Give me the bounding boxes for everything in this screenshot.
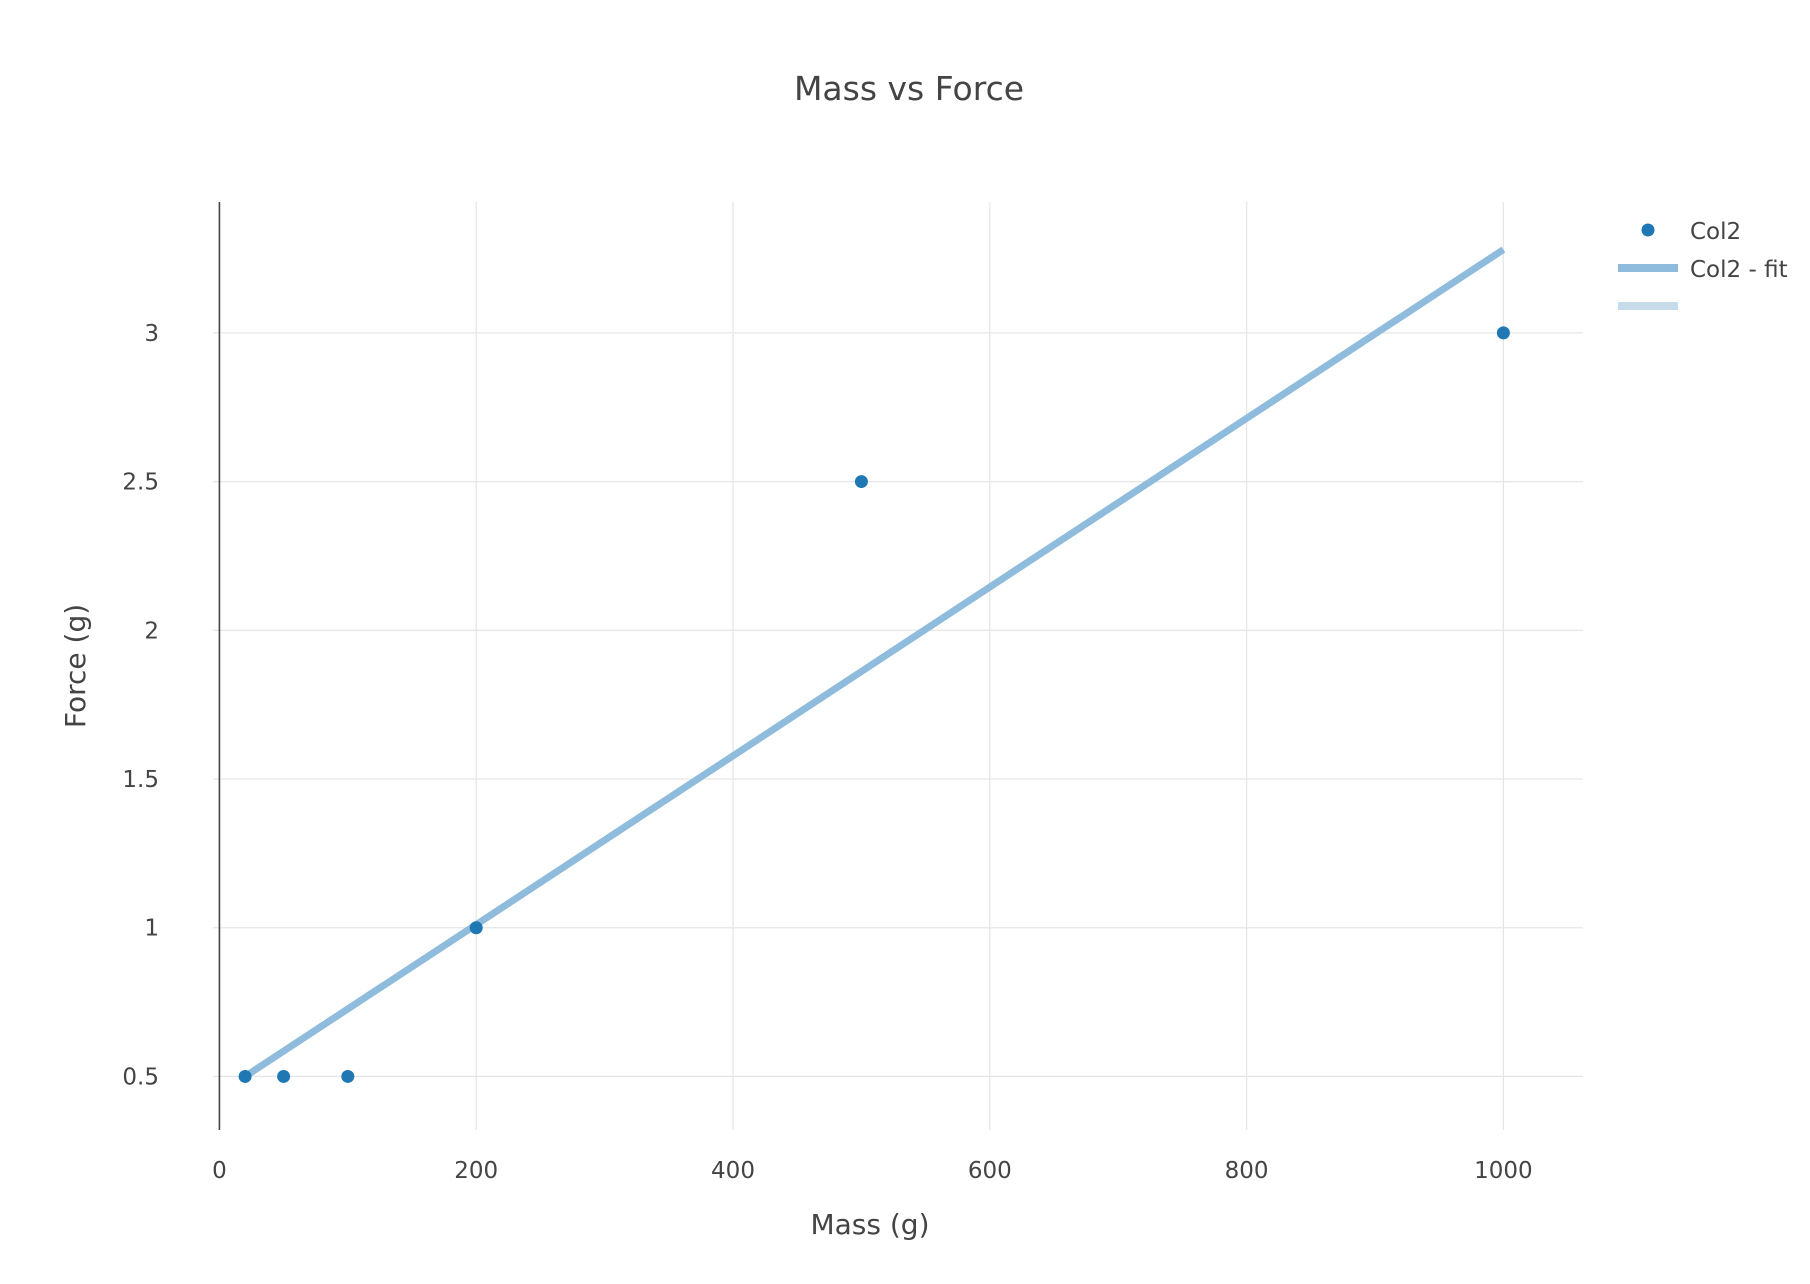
legend-label: Col2 <box>1690 219 1741 245</box>
y-tick-label: 2.5 <box>122 470 159 496</box>
chart-title: Mass vs Force <box>794 69 1024 108</box>
x-tick-label: 600 <box>968 1158 1012 1184</box>
legend-marker-icon <box>1641 223 1655 237</box>
data-point[interactable] <box>854 475 868 489</box>
legend-label: Col2 - fit <box>1690 257 1788 283</box>
y-tick-label: 1 <box>144 916 159 942</box>
y-tick-label: 3 <box>144 321 159 347</box>
data-point[interactable] <box>277 1069 291 1083</box>
y-axis-title: Force (g) <box>59 604 92 728</box>
data-point[interactable] <box>238 1069 252 1083</box>
grid <box>213 202 1583 1130</box>
x-tick-label: 0 <box>212 1158 227 1184</box>
data-series[interactable] <box>238 326 1510 1083</box>
data-point[interactable] <box>341 1069 355 1083</box>
legend-item-col2-fit[interactable]: Col2 - fit <box>1618 257 1788 283</box>
fit-series[interactable] <box>243 246 1506 1080</box>
data-point[interactable] <box>469 921 483 935</box>
x-axis-title: Mass (g) <box>810 1208 929 1241</box>
x-tick-label: 1000 <box>1474 1158 1533 1184</box>
data-point[interactable] <box>1496 326 1510 340</box>
legend-item-col2[interactable]: Col2 <box>1641 219 1742 245</box>
axes: 0 200 400 600 800 1000 0.5 1 1.5 2 2.5 3 <box>122 202 1533 1184</box>
y-tick-label: 0.5 <box>122 1064 159 1090</box>
x-tick-label: 800 <box>1225 1158 1269 1184</box>
legend[interactable]: Col2 Col2 - fit <box>1618 219 1788 310</box>
x-tick-label: 200 <box>454 1158 498 1184</box>
y-tick-label: 2 <box>144 618 159 644</box>
fit-line-segment[interactable] <box>243 246 1506 1080</box>
x-tick-label: 400 <box>711 1158 755 1184</box>
y-tick-label: 1.5 <box>122 767 159 793</box>
